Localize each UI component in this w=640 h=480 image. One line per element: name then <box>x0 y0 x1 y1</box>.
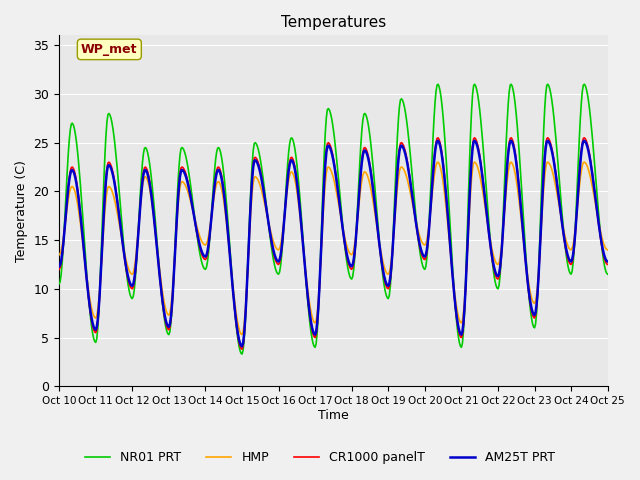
AM25T PRT <box>55 264 63 269</box>
CR1000 panelT <box>604 262 612 267</box>
NR01 PRT <box>61 206 69 212</box>
HMP <box>430 175 438 180</box>
NR01 PRT <box>237 350 245 356</box>
NR01 PRT <box>430 116 438 122</box>
NR01 PRT <box>55 281 63 287</box>
AM25T PRT <box>430 159 438 165</box>
AM25T PRT <box>238 344 246 349</box>
AM25T PRT <box>544 138 552 144</box>
HMP <box>545 160 552 166</box>
HMP <box>447 258 455 264</box>
NR01 PRT <box>544 81 552 87</box>
CR1000 panelT <box>545 136 552 142</box>
AM25T PRT <box>545 139 552 144</box>
Line: AM25T PRT: AM25T PRT <box>59 141 608 347</box>
HMP <box>604 247 612 252</box>
HMP <box>208 213 216 218</box>
HMP <box>238 332 246 337</box>
CR1000 panelT <box>61 219 69 225</box>
CR1000 panelT <box>544 135 552 141</box>
NR01 PRT <box>238 351 246 357</box>
CR1000 panelT <box>237 346 245 351</box>
AM25T PRT <box>208 214 216 219</box>
AM25T PRT <box>447 257 455 263</box>
CR1000 panelT <box>447 257 455 263</box>
Y-axis label: Temperature (C): Temperature (C) <box>15 160 28 262</box>
CR1000 panelT <box>55 266 63 272</box>
CR1000 panelT <box>238 347 246 352</box>
NR01 PRT <box>604 271 612 277</box>
Line: CR1000 panelT: CR1000 panelT <box>59 138 608 349</box>
NR01 PRT <box>208 210 216 216</box>
Line: HMP: HMP <box>59 162 608 335</box>
NR01 PRT <box>545 83 552 89</box>
HMP <box>55 252 63 258</box>
Title: Temperatures: Temperatures <box>281 15 386 30</box>
HMP <box>61 220 69 226</box>
Line: NR01 PRT: NR01 PRT <box>59 84 608 354</box>
Text: WP_met: WP_met <box>81 43 138 56</box>
AM25T PRT <box>237 343 245 348</box>
AM25T PRT <box>61 219 69 225</box>
HMP <box>237 331 245 337</box>
NR01 PRT <box>447 242 455 248</box>
CR1000 panelT <box>208 214 216 219</box>
HMP <box>544 159 552 165</box>
AM25T PRT <box>604 259 612 264</box>
CR1000 panelT <box>430 158 438 164</box>
Legend: NR01 PRT, HMP, CR1000 panelT, AM25T PRT: NR01 PRT, HMP, CR1000 panelT, AM25T PRT <box>80 446 560 469</box>
X-axis label: Time: Time <box>318 409 349 422</box>
